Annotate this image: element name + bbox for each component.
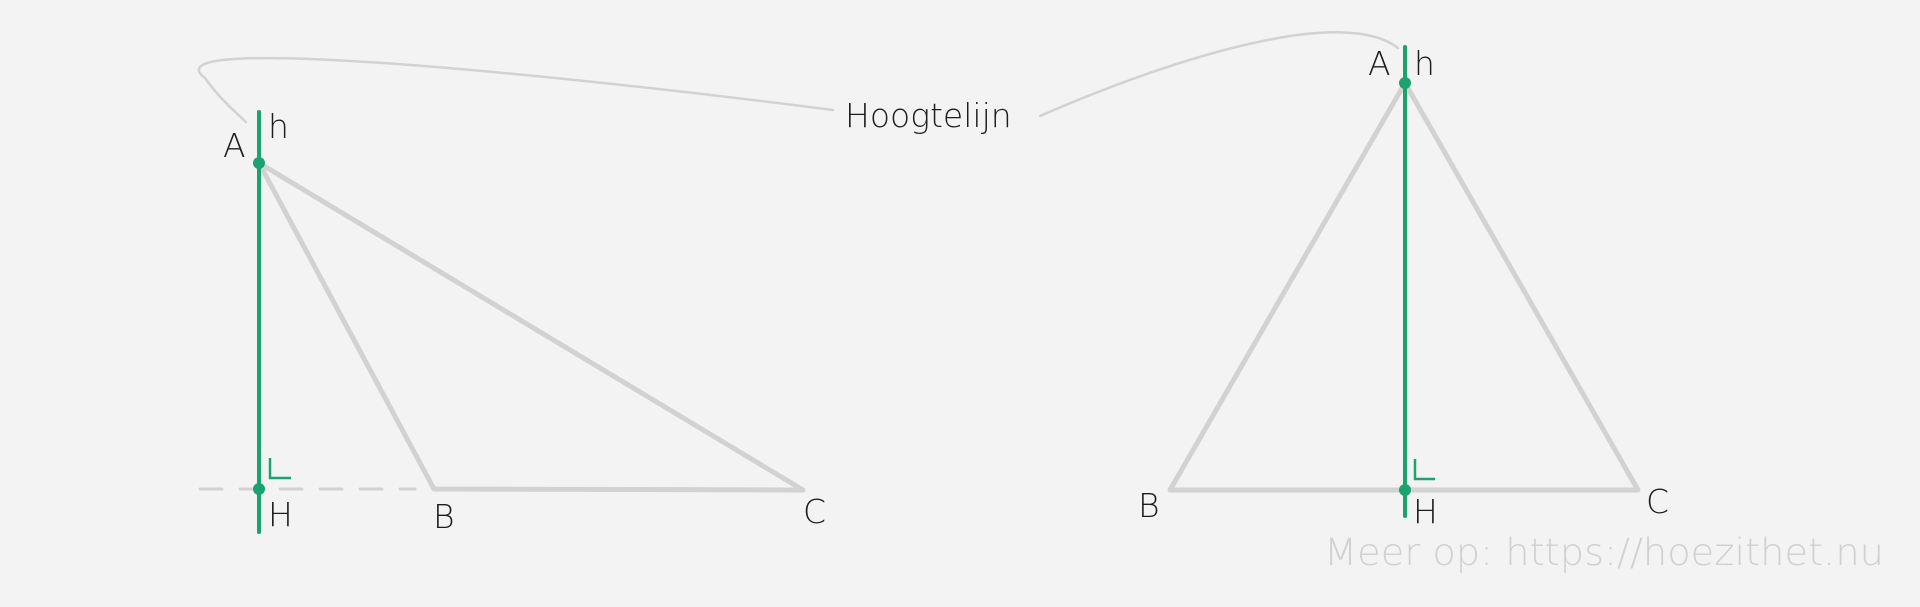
right-triangle-group: A h H B C bbox=[1138, 44, 1669, 531]
right-foot-H-dot bbox=[1399, 484, 1411, 496]
watermark: Meer op: https://hoezithet.nu bbox=[1324, 531, 1884, 574]
left-right-angle-marker bbox=[268, 458, 291, 480]
left-triangle bbox=[256, 160, 806, 493]
connector-left bbox=[197, 56, 835, 124]
left-label-h: h bbox=[268, 107, 289, 146]
connector-right bbox=[1038, 31, 1400, 118]
right-label-h: h bbox=[1414, 44, 1435, 83]
left-label-H: H bbox=[268, 495, 293, 534]
right-label-C: C bbox=[1646, 482, 1669, 521]
diagram-title: Hoogtelijn bbox=[845, 96, 1012, 135]
right-label-H: H bbox=[1413, 492, 1438, 531]
right-label-B: B bbox=[1138, 486, 1160, 525]
left-label-C: C bbox=[803, 492, 826, 531]
right-right-angle-marker bbox=[1413, 459, 1435, 481]
left-label-A: A bbox=[223, 126, 246, 165]
left-foot-H-dot bbox=[253, 483, 265, 495]
left-label-B: B bbox=[433, 497, 455, 536]
right-label-A: A bbox=[1368, 44, 1391, 83]
left-triangle-group: A h H B C bbox=[198, 107, 826, 536]
left-vertex-A-dot bbox=[253, 157, 265, 169]
right-vertex-A-dot bbox=[1399, 77, 1411, 89]
